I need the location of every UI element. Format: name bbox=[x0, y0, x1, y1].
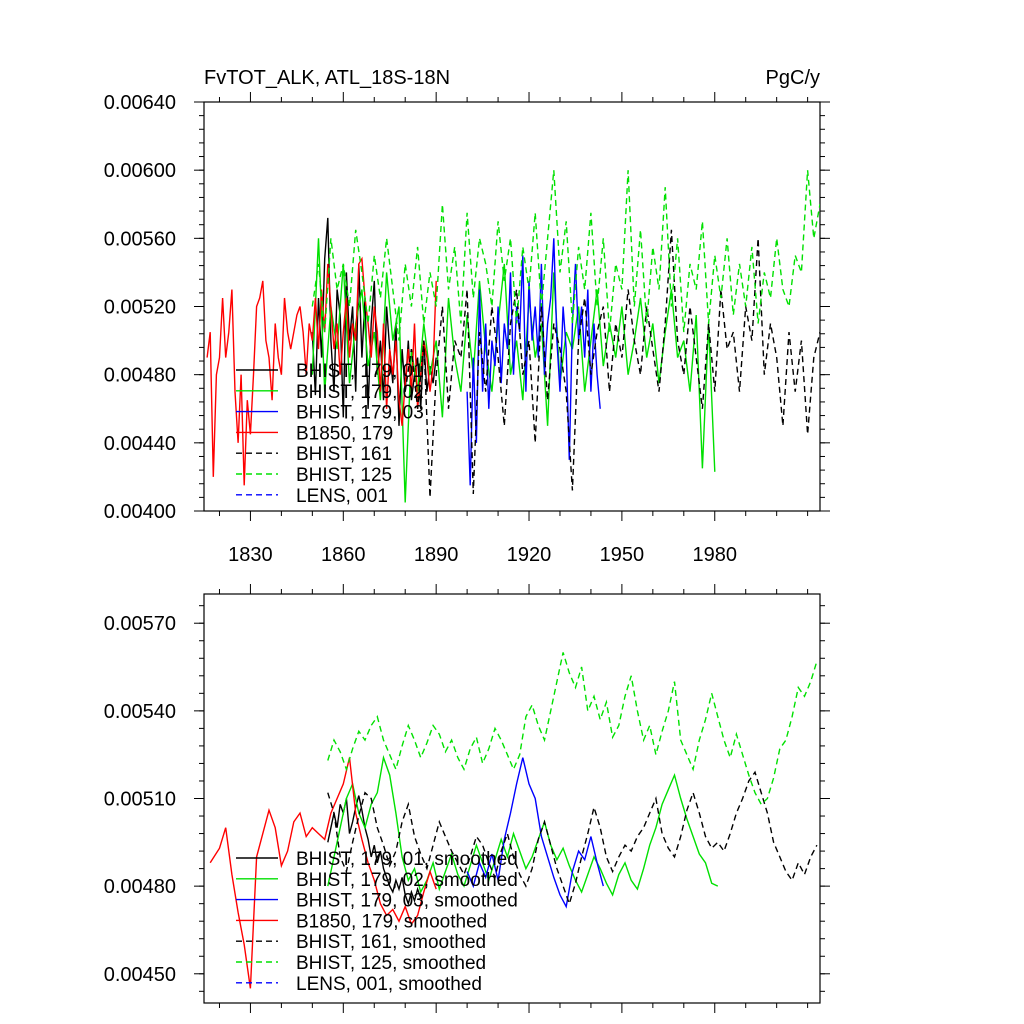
x-tick-label: 1950 bbox=[600, 544, 645, 566]
legend-label: BHIST, 179, 01 bbox=[296, 361, 424, 382]
series-line bbox=[466, 238, 601, 486]
legend-label: BHIST, 179, 02 bbox=[296, 382, 424, 403]
series-group bbox=[206, 170, 820, 503]
legend-label: BHIST, 125 bbox=[296, 465, 392, 486]
series-line bbox=[327, 754, 719, 897]
series-group bbox=[209, 652, 818, 989]
x-tick-label: 1860 bbox=[321, 544, 366, 566]
legend-label: B1850, 179 bbox=[296, 423, 393, 444]
legend-label: BHIST, 161, smoothed bbox=[296, 932, 486, 953]
bottom-panel: 0.00450 0.00480 0.00510 0.00540 0.00570 BHIST… bbox=[104, 584, 830, 1013]
x-tick-label: 1920 bbox=[507, 544, 552, 566]
series-line bbox=[404, 229, 820, 498]
y-tick-label: 0.00520 bbox=[104, 297, 176, 319]
legend-label: LENS, 001, smoothed bbox=[296, 974, 482, 995]
y-tick-label: 0.00480 bbox=[104, 876, 176, 898]
legend-label: LENS, 001 bbox=[296, 486, 388, 507]
series-line bbox=[466, 757, 604, 909]
legend-label: BHIST, 179, 02, smoothed bbox=[296, 870, 518, 891]
series-line bbox=[327, 770, 818, 906]
y-tick-label: 0.00450 bbox=[104, 964, 176, 986]
top-panel: FvTOT_ALK, ATL_18S-18N PgC/y 0.00400 0.0044… bbox=[104, 67, 830, 566]
legend-label: BHIST, 179, 03 bbox=[296, 403, 424, 424]
series-line bbox=[311, 170, 820, 341]
x-tick-label: 1980 bbox=[693, 544, 738, 566]
chart-title: FvTOT_ALK, ATL_18S-18N bbox=[204, 67, 450, 89]
x-tick-label: 1890 bbox=[414, 544, 459, 566]
series-line bbox=[209, 757, 437, 989]
y-tick-label: 0.00510 bbox=[104, 789, 176, 811]
y-tick-label: 0.00440 bbox=[104, 433, 176, 455]
y-tick-label: 0.00570 bbox=[104, 613, 176, 635]
y-tick-label: 0.00640 bbox=[104, 92, 176, 114]
x-tick-label: 1830 bbox=[228, 544, 273, 566]
y-tick-label: 0.00600 bbox=[104, 160, 176, 182]
legend-label: BHIST, 179, 01, smoothed bbox=[296, 849, 518, 870]
y-tick-label: 0.00480 bbox=[104, 365, 176, 387]
chart-units: PgC/y bbox=[766, 67, 820, 89]
y-tick-label: 0.00400 bbox=[104, 501, 176, 523]
legend-label: BHIST, 125, smoothed bbox=[296, 953, 486, 974]
y-tick-label: 0.00540 bbox=[104, 701, 176, 723]
legend-label: BHIST, 179, 03, smoothed bbox=[296, 891, 518, 912]
series-line bbox=[206, 256, 437, 486]
legend-label: B1850, 179, smoothed bbox=[296, 911, 487, 932]
series-line bbox=[327, 652, 818, 806]
legend-label: BHIST, 161 bbox=[296, 444, 392, 465]
y-tick-label: 0.00560 bbox=[104, 228, 176, 250]
